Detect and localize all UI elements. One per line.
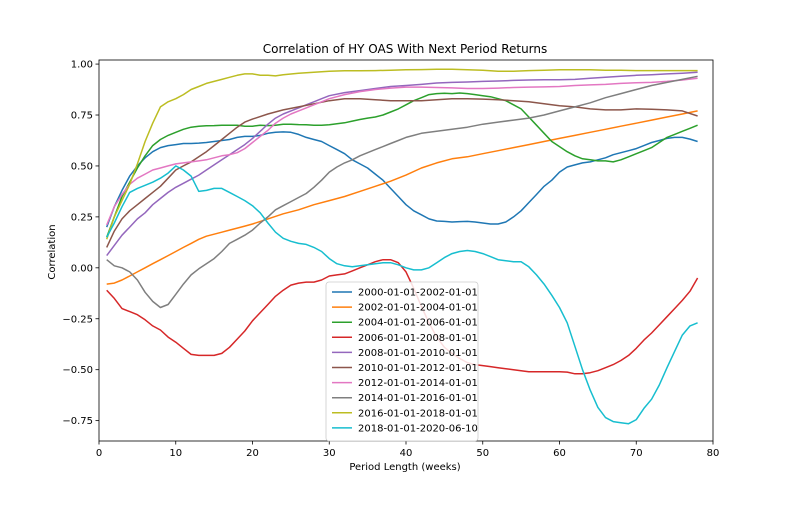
y-tick-label: −0.25: [62, 314, 93, 325]
x-tick-label: 70: [630, 448, 643, 459]
x-tick-label: 0: [96, 448, 102, 459]
x-tick-label: 50: [476, 448, 489, 459]
legend-label-5: 2008-01-01-2010-01-01: [358, 348, 478, 359]
x-tick-label: 60: [553, 448, 566, 459]
x-tick-label: 30: [323, 448, 336, 459]
y-tick-label: 0.25: [71, 212, 93, 223]
legend-label-1: 2000-01-01-2002-01-01: [358, 288, 478, 299]
y-tick-label: 0.75: [71, 111, 93, 122]
x-tick-label: 80: [707, 448, 720, 459]
x-tick-label: 40: [400, 448, 413, 459]
axes: 0 10 20 30 40 50 60 70 80 1.00 0.75 0.50 0.25 0.00 −0.…: [62, 60, 719, 459]
legend-label-7: 2012-01-01-2014-01-01: [358, 378, 478, 389]
series-line-7: [106, 77, 698, 226]
legend-label-9: 2016-01-01-2018-01-01: [358, 408, 478, 419]
x-tick-label: 10: [169, 448, 182, 459]
y-axis-label: Correlation: [47, 224, 58, 279]
series-line-4: [106, 258, 699, 375]
y-tick-label: 1.00: [71, 60, 93, 71]
series-lines: [105, 68, 699, 425]
x-tick-label: 20: [246, 448, 259, 459]
legend-label-6: 2010-01-01-2012-01-01: [358, 363, 478, 374]
series-line-10: [106, 165, 698, 425]
series-line-1: [105, 131, 698, 228]
legend-label-4: 2006-01-01-2008-01-01: [358, 333, 478, 344]
y-tick-label: −0.50: [62, 365, 93, 376]
chart-title: Correlation of HY OAS With Next Period R…: [263, 42, 548, 56]
plot-area: [105, 68, 699, 425]
series-line-2: [106, 110, 698, 285]
y-tick-label: −0.75: [62, 416, 93, 427]
legend-label-8: 2014-01-01-2016-01-01: [358, 393, 478, 404]
y-tick-label: 0.50: [71, 161, 93, 172]
series-line-5: [106, 71, 698, 257]
y-tick-label: 0.00: [71, 263, 93, 274]
series-line-8: [106, 75, 698, 309]
legend-label-2: 2002-01-01-2004-01-01: [358, 303, 478, 314]
series-line-9: [105, 68, 698, 240]
legend-label-10: 2018-01-01-2020-06-10: [358, 423, 478, 434]
legend-label-3: 2004-01-01-2006-01-01: [358, 318, 478, 329]
x-axis-label: Period Length (weeks): [349, 462, 460, 473]
legend: 2000-01-01-2002-01-01 2002-01-01-2004-01-…: [325, 281, 479, 442]
series-line-3: [105, 92, 698, 238]
legend-box: [325, 281, 479, 442]
